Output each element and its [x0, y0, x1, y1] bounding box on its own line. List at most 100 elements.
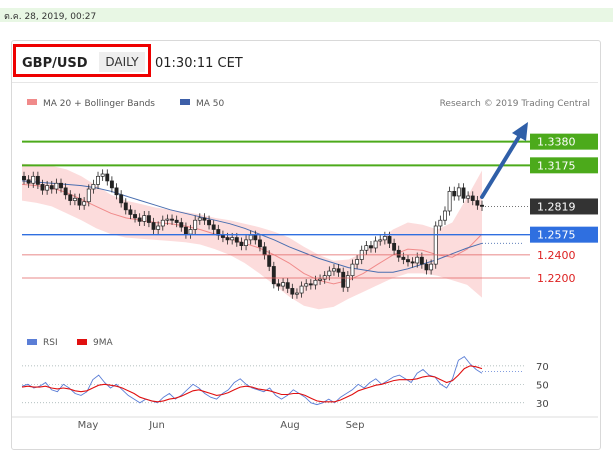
candle: [433, 221, 438, 269]
candle-body: [54, 182, 59, 190]
candle: [438, 215, 443, 231]
candle-body: [470, 195, 475, 201]
candle-body: [364, 245, 369, 251]
candle: [100, 169, 105, 181]
candle: [443, 206, 447, 225]
candle-body: [304, 283, 309, 287]
candle-body: [410, 261, 415, 264]
candle: [193, 215, 198, 235]
header-divider: [12, 82, 598, 83]
timestamp-bar: ต.ค. 28, 2019, 00:27: [0, 8, 613, 22]
candle: [151, 217, 156, 235]
candle: [128, 205, 133, 220]
legend-swatch-ma50: [180, 99, 190, 105]
candle-body: [373, 240, 378, 249]
candle: [369, 241, 373, 253]
candle: [156, 221, 161, 235]
candle-body: [133, 214, 137, 219]
candle: [174, 215, 179, 228]
level-label: 1.2575: [537, 229, 576, 242]
candle: [137, 213, 142, 226]
candle: [123, 198, 128, 215]
candle: [318, 274, 323, 285]
candle-body: [105, 173, 110, 182]
candle-body: [406, 259, 410, 263]
candle: [355, 254, 360, 269]
candle-body: [86, 188, 91, 203]
candle-body: [22, 175, 26, 181]
candle: [207, 215, 212, 230]
candle-body: [59, 182, 63, 189]
candle-body: [443, 210, 447, 221]
candle: [96, 171, 100, 190]
candle-body: [290, 288, 295, 295]
candle: [160, 215, 165, 231]
candle-body: [91, 184, 96, 190]
candle: [447, 186, 452, 216]
candle: [271, 261, 276, 289]
level-label: 1.2400: [537, 249, 576, 262]
candle-body: [419, 256, 424, 265]
candle-body: [31, 175, 36, 184]
candle-body: [350, 263, 355, 277]
candle: [475, 195, 480, 210]
currency-pair-label: GBP/USD: [22, 56, 88, 71]
level-label-bg: [530, 226, 598, 243]
candle-body: [211, 224, 216, 230]
candle: [26, 175, 31, 188]
candle-body: [456, 187, 461, 197]
x-tick-label: Jun: [148, 420, 165, 431]
candle: [49, 180, 54, 194]
candle: [470, 191, 475, 206]
candle-body: [332, 268, 336, 272]
candle: [146, 210, 151, 228]
timestamp-text: ต.ค. 28, 2019, 00:27: [4, 12, 97, 22]
candle-body: [341, 271, 346, 288]
candle-body: [378, 239, 383, 242]
candle-body: [220, 234, 225, 238]
candle-body: [401, 256, 406, 260]
timeframe-button[interactable]: DAILY: [99, 52, 145, 72]
candle-body: [49, 185, 54, 190]
candle-body: [271, 266, 276, 285]
candle: [456, 183, 461, 201]
candle: [239, 237, 244, 251]
candle-body: [35, 175, 40, 185]
candle-body: [146, 215, 151, 223]
candle-body: [193, 219, 198, 230]
candle-body: [318, 278, 323, 281]
candle-body: [202, 217, 207, 221]
rsi-swatch: [27, 339, 37, 345]
candle: [294, 288, 299, 299]
candle-body: [248, 234, 253, 241]
candle: [424, 259, 429, 275]
candle: [40, 179, 45, 195]
candle-body: [313, 279, 318, 286]
attribution-text: Research © 2019 Trading Central: [440, 99, 590, 109]
candle: [63, 183, 68, 200]
price-level-1-2400: 1.2400: [22, 249, 576, 262]
candle: [68, 190, 73, 206]
candle-body: [239, 241, 244, 246]
candle-body: [109, 180, 114, 189]
candle-body: [160, 219, 165, 227]
candle-body: [285, 282, 290, 289]
candle-body: [207, 219, 212, 226]
rsi-legend-label: RSI: [43, 338, 58, 348]
candle: [197, 213, 202, 225]
candle: [304, 279, 309, 291]
candle: [165, 214, 170, 225]
candle: [373, 236, 378, 253]
candle: [350, 259, 355, 281]
candle-body: [299, 285, 304, 294]
candle: [276, 279, 281, 291]
candle-body: [396, 249, 401, 258]
candle: [179, 217, 184, 232]
candle-body: [345, 275, 350, 288]
candle-body: [63, 187, 68, 196]
candle-body: [123, 202, 128, 211]
price-level-1-3175: 1.3175: [22, 157, 598, 174]
chart-time: 01:30:11 CET: [155, 56, 243, 71]
rsi-tick-label: 50: [536, 380, 549, 391]
candle-body: [96, 175, 100, 185]
